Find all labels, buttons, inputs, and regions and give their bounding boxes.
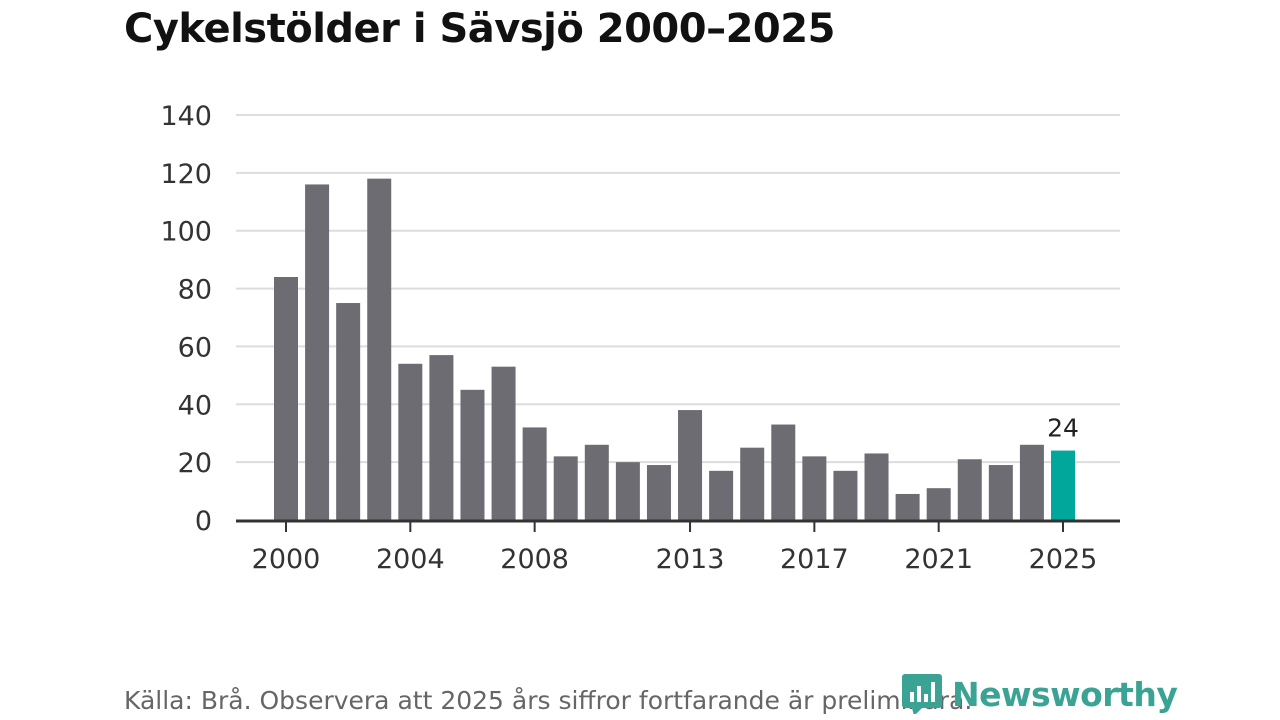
bar <box>274 277 298 520</box>
bars <box>274 178 1075 520</box>
data-label: 24 <box>1047 414 1079 443</box>
bar <box>957 459 982 520</box>
bar <box>1019 444 1044 520</box>
bar-chart-logo-icon <box>902 674 942 714</box>
bar <box>553 456 578 520</box>
bar <box>491 366 516 520</box>
y-tick-label: 40 <box>178 390 212 421</box>
bar <box>398 363 423 520</box>
bar-highlight <box>1051 450 1075 520</box>
y-tick-label: 80 <box>178 275 212 306</box>
y-tick-label: 120 <box>160 159 212 190</box>
bar-chart: 0 20 40 60 80 100 120 140 24 2000 2004 2008 2013 2017… <box>160 101 1120 575</box>
x-tick-label: 2008 <box>500 544 569 575</box>
bar <box>305 184 330 520</box>
bar <box>584 444 609 520</box>
bar <box>771 424 796 520</box>
y-tick-label: 100 <box>160 217 212 248</box>
x-tick-label: 2004 <box>376 544 445 575</box>
newsworthy-logo: Newsworthy <box>902 670 1178 718</box>
y-tick-label: 140 <box>160 101 212 132</box>
bar <box>646 465 671 520</box>
bar <box>740 447 765 520</box>
bar <box>926 488 951 520</box>
bar <box>615 462 640 520</box>
bar <box>802 456 827 520</box>
bar <box>522 427 547 520</box>
bar <box>678 410 703 520</box>
bar <box>864 453 889 520</box>
bar <box>429 355 454 520</box>
bar <box>460 389 485 520</box>
x-tick-label: 2000 <box>252 544 321 575</box>
bar <box>988 465 1013 520</box>
x-tick-label: 2013 <box>656 544 725 575</box>
x-axis <box>236 519 1120 532</box>
source-note: Källa: Brå. Observera att 2025 års siffr… <box>124 686 973 715</box>
bar <box>709 470 734 520</box>
x-tick-label: 2017 <box>780 544 849 575</box>
brand-name: Newsworthy <box>952 674 1178 714</box>
x-tick-label: 2025 <box>1029 544 1098 575</box>
bar <box>833 470 858 520</box>
bar <box>336 303 361 520</box>
y-tick-label: 20 <box>178 448 212 479</box>
x-tick-label: 2021 <box>904 544 973 575</box>
y-tick-label: 60 <box>178 332 212 363</box>
bar <box>895 493 920 520</box>
tick-labels: 0 20 40 60 80 100 120 140 24 2000 2004 2008 2013 2017… <box>160 101 1097 575</box>
chart-title: Cykelstölder i Sävsjö 2000–2025 <box>124 6 835 52</box>
bar <box>367 178 392 520</box>
y-tick-label: 0 <box>195 506 212 537</box>
